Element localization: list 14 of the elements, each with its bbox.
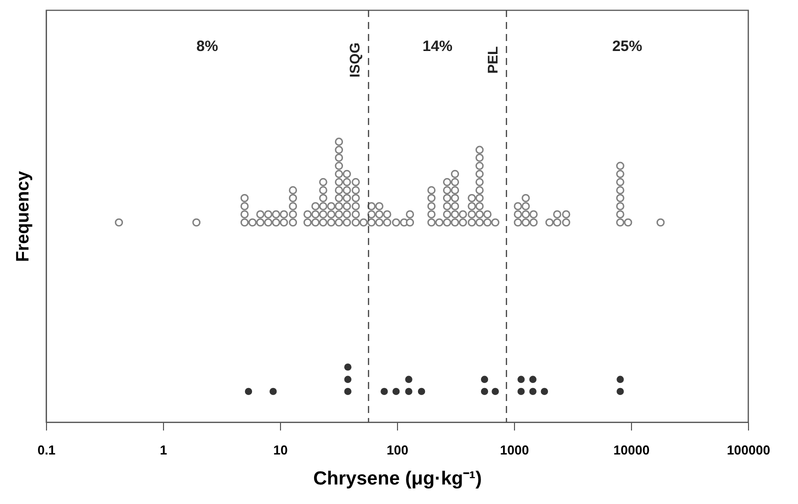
text: 14%: [422, 38, 453, 55]
x-tick-label: 0.1: [37, 442, 56, 458]
x-tick-label: 100000: [726, 442, 770, 458]
x-tick-label: 10000: [613, 442, 650, 458]
x-axis-title: Chrysene (μg·kg⁻¹): [313, 468, 482, 490]
x-tick-label: 10: [273, 442, 288, 458]
y-axis-title: Frequency: [12, 170, 32, 262]
x-tick-label: 1: [160, 442, 168, 458]
text: 25%: [612, 38, 642, 55]
text: 8%: [196, 38, 218, 55]
ref-line-label: PEL: [484, 46, 500, 74]
x-tick-label: 1000: [500, 442, 529, 458]
x-tick-label: 100: [386, 442, 408, 458]
ref-line-label: ISQG: [346, 42, 363, 78]
